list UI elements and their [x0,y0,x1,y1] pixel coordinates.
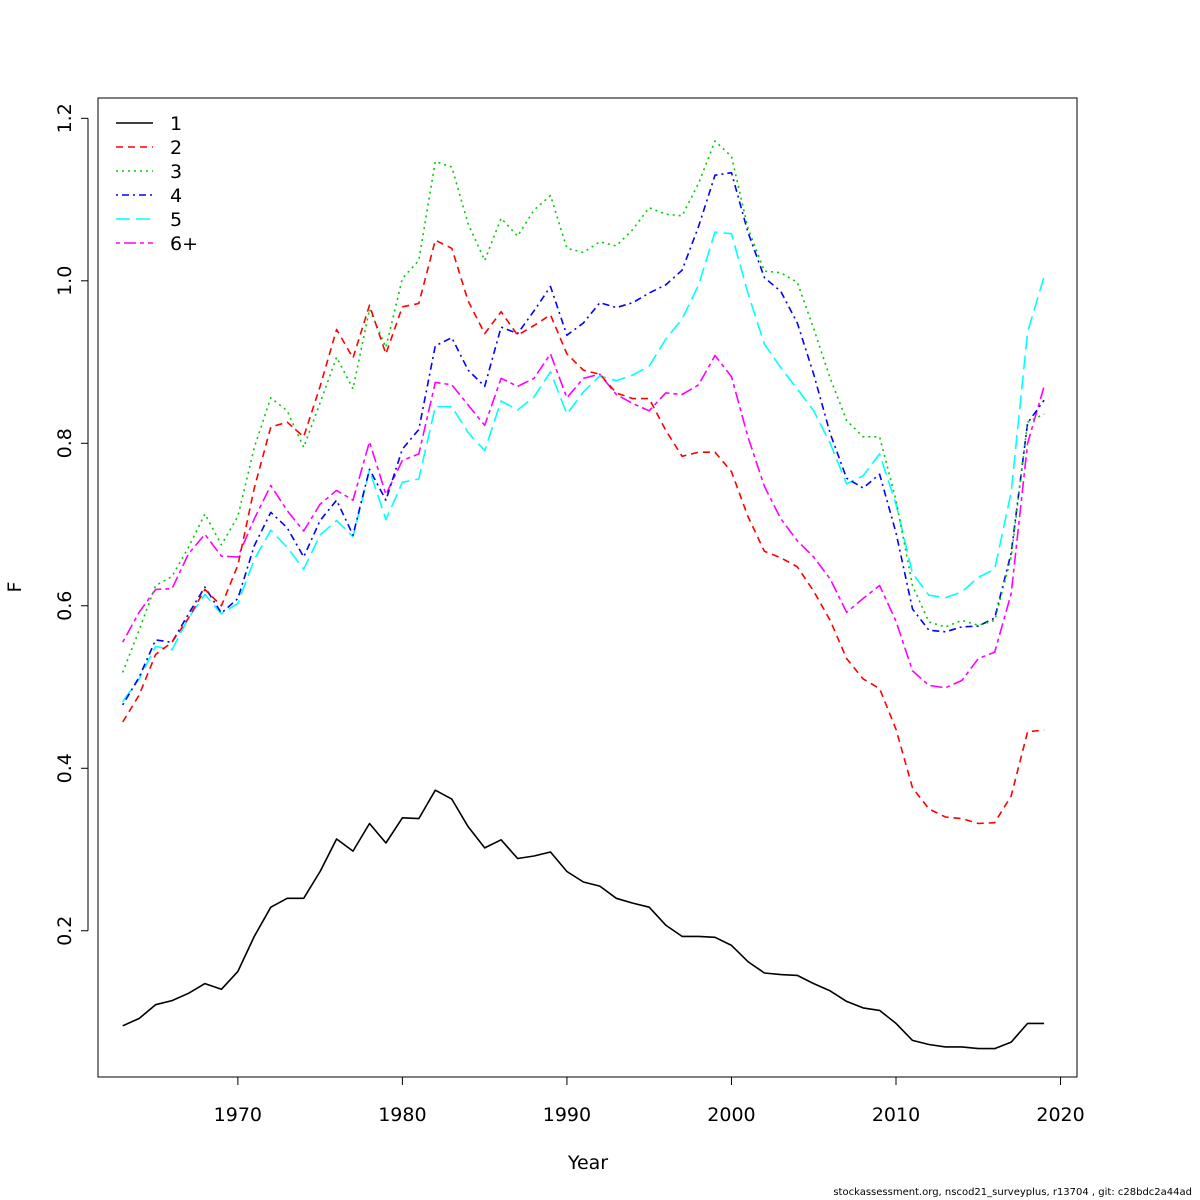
y-tick-label: 0.4 [54,753,76,783]
legend-label: 4 [170,185,182,207]
y-tick-label: 0.2 [54,916,76,946]
series-line-5 [122,231,1045,703]
legend-label: 3 [170,161,182,183]
x-axis-label: Year [567,1152,608,1174]
series-line-4 [122,171,1045,706]
series-lines [121,140,1045,1050]
y-axis-label: F [4,582,26,593]
footer-credit: stockassessment.org, nscod21_surveyplus,… [833,1187,1192,1198]
legend-label: 2 [170,137,182,159]
y-tick-label: 1.2 [54,103,76,133]
x-tick-label: 1980 [378,1104,426,1126]
x-tick-label: 1990 [543,1104,591,1126]
series-line-6plus [121,353,1045,689]
y-axis: 0.2 0.4 0.6 0.8 1.0 1.2 [54,103,89,946]
x-tick-label: 1970 [214,1104,262,1126]
plot-frame [97,97,1078,1078]
legend-label: 6+ [170,233,198,255]
series-line-2 [122,239,1045,825]
y-tick-label: 0.6 [54,591,76,621]
series-line-3 [121,140,1045,673]
y-tick-label: 0.8 [54,428,76,458]
legend-label: 1 [170,113,182,135]
x-tick-label: 2000 [707,1104,755,1126]
series-line-1 [122,789,1045,1050]
x-axis: 1970 1980 1990 2000 2010 2020 [214,1076,1085,1126]
y-tick-label: 1.0 [54,266,76,296]
x-tick-label: 2020 [1036,1104,1084,1126]
x-tick-label: 2010 [872,1104,920,1126]
legend-label: 5 [170,209,182,231]
